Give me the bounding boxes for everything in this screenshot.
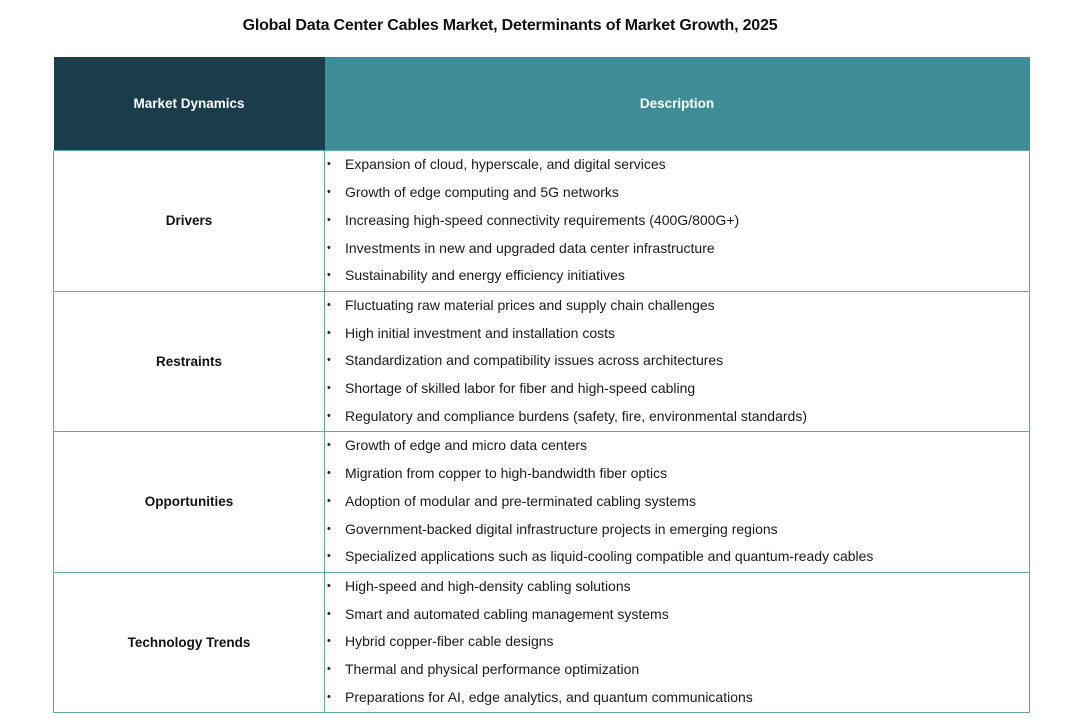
bullet-icon: • [327, 186, 331, 199]
bullet-icon: • [327, 522, 331, 535]
bullet-icon: • [327, 663, 331, 676]
bullet-icon: • [327, 690, 331, 703]
bullet-list: • Fluctuating raw material prices and sup… [325, 292, 1029, 431]
list-item: • Investments in new and upgraded data ce… [325, 235, 1029, 263]
list-item: • Smart and automated cabling management … [325, 601, 1029, 629]
table-row-opportunities: Opportunities • Growth of edge and micro … [53, 431, 1030, 573]
bullet-icon: • [327, 439, 331, 452]
list-item: • Standardization and compatibility issue… [325, 347, 1029, 375]
bullet-icon: • [327, 409, 331, 422]
category-cell: Restraints [53, 290, 325, 432]
header-market-dynamics: Market Dynamics [53, 57, 325, 151]
list-item: • Fluctuating raw material prices and sup… [325, 292, 1029, 320]
list-item: • Government-backed digital infrastructur… [325, 516, 1029, 544]
bullet-icon: • [327, 298, 331, 311]
bullet-icon: • [327, 354, 331, 367]
market-dynamics-table: Market Dynamics Description Drivers • Exp… [53, 57, 1030, 713]
category-cell: Drivers [53, 150, 325, 292]
bullet-icon: • [327, 269, 331, 282]
list-item: • Adoption of modular and pre-terminated … [325, 488, 1029, 516]
header-description: Description [324, 57, 1030, 151]
list-item: • Expansion of cloud, hyperscale, and dig… [325, 151, 1029, 179]
list-item: • Hybrid copper-fiber cable designs [325, 628, 1029, 656]
description-cell: • Expansion of cloud, hyperscale, and dig… [324, 150, 1030, 292]
list-item: • High-speed and high-density cabling sol… [325, 573, 1029, 601]
list-item: • Shortage of skilled labor for fiber and… [325, 375, 1029, 403]
bullet-icon: • [327, 635, 331, 648]
list-item: • Specialized applications such as liquid… [325, 543, 1029, 571]
table-header-row: Market Dynamics Description [53, 57, 1030, 151]
bullet-list: • Expansion of cloud, hyperscale, and dig… [325, 151, 1029, 290]
bullet-list: • Growth of edge and micro data centers •… [325, 432, 1029, 571]
description-cell: • Fluctuating raw material prices and sup… [324, 290, 1030, 432]
category-cell: Opportunities [53, 431, 325, 573]
list-item: • Migration from copper to high-bandwidth… [325, 460, 1029, 488]
bullet-icon: • [327, 607, 331, 620]
bullet-icon: • [327, 382, 331, 395]
table-row-technology-trends: Technology Trends • High-speed and high-d… [53, 571, 1030, 713]
list-item: • High initial investment and installatio… [325, 320, 1029, 348]
bullet-list: • High-speed and high-density cabling sol… [325, 573, 1029, 712]
bullet-icon: • [327, 494, 331, 507]
bullet-icon: • [327, 158, 331, 171]
list-item: • Preparations for AI, edge analytics, an… [325, 684, 1029, 712]
bullet-icon: • [327, 241, 331, 254]
page-title: Global Data Center Cables Market, Determ… [242, 17, 778, 34]
bullet-icon: • [327, 326, 331, 339]
category-cell: Technology Trends [53, 571, 325, 713]
table-row-restraints: Restraints • Fluctuating raw material pri… [53, 290, 1030, 432]
list-item: • Growth of edge computing and 5G network… [325, 179, 1029, 207]
list-item: • Increasing high-speed connectivity requ… [325, 207, 1029, 235]
bullet-icon: • [327, 579, 331, 592]
table-row-drivers: Drivers • Expansion of cloud, hyperscale,… [53, 150, 1030, 292]
description-cell: • High-speed and high-density cabling sol… [324, 571, 1030, 713]
description-cell: • Growth of edge and micro data centers •… [324, 431, 1030, 573]
list-item: • Thermal and physical performance optimi… [325, 656, 1029, 684]
bullet-icon: • [327, 550, 331, 563]
list-item: • Growth of edge and micro data centers [325, 432, 1029, 460]
list-item: • Regulatory and compliance burdens (safe… [325, 403, 1029, 431]
list-item: • Sustainability and energy efficiency in… [325, 262, 1029, 290]
bullet-icon: • [327, 467, 331, 480]
bullet-icon: • [327, 213, 331, 226]
